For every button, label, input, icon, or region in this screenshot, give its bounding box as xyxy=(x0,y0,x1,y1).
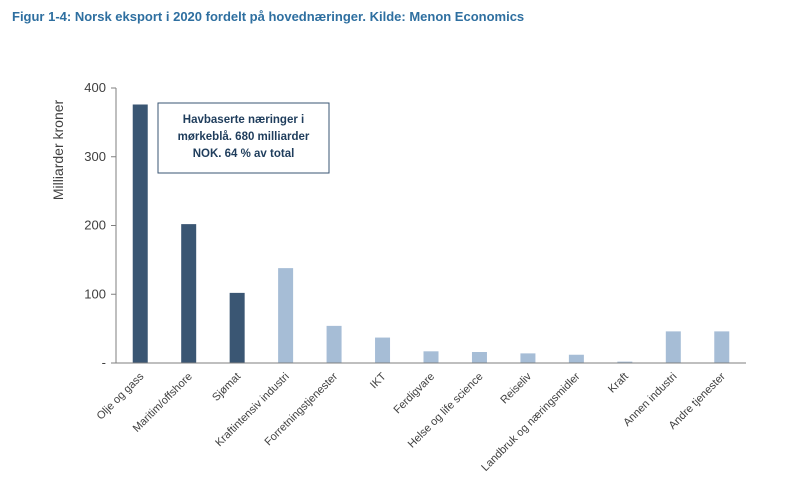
bars xyxy=(132,104,730,363)
x-tick-label: Olje og gass xyxy=(95,370,147,422)
y-tick-label: - xyxy=(102,355,106,370)
bar-2 xyxy=(229,292,245,363)
bar-3 xyxy=(278,268,294,363)
bar-9 xyxy=(568,354,584,363)
x-tick-label: IKT xyxy=(368,370,389,391)
bar-6 xyxy=(423,351,439,363)
y-tick-label: 100 xyxy=(84,286,106,301)
x-tick-label: Sjømat xyxy=(210,371,243,404)
x-tick-label: Kraft xyxy=(606,371,631,396)
bar-8 xyxy=(520,353,536,363)
bar-10 xyxy=(617,361,633,363)
bar-12 xyxy=(714,331,730,363)
bar-11 xyxy=(665,331,681,363)
figure-title: Figur 1-4: Norsk eksport i 2020 fordelt … xyxy=(12,9,525,24)
bar-4 xyxy=(326,325,342,363)
y-tick-label: 400 xyxy=(84,80,106,95)
bar-1 xyxy=(181,224,197,363)
x-tick-label: Landbruk og næringsmidler xyxy=(479,370,582,473)
y-axis-label: Milliarder kroner xyxy=(50,99,66,200)
annotation-box: Havbaserte næringer i mørkeblå. 680 milli… xyxy=(157,102,330,174)
x-tick-label: Ferdigvare xyxy=(391,371,437,417)
bar-5 xyxy=(375,337,391,363)
annotation-border xyxy=(157,102,330,174)
bar-0 xyxy=(132,104,148,363)
bar-7 xyxy=(471,352,487,363)
annotation-line: Havbaserte næringer i xyxy=(183,114,304,126)
x-tick-label: Reiseliv xyxy=(498,370,534,406)
y-axis: - 100 200 300 400 Milliarder kroner xyxy=(50,80,117,370)
y-tick-label: 200 xyxy=(84,218,106,233)
annotation-line: mørkeblå. 680 milliarder xyxy=(178,131,310,143)
y-tick-label: 300 xyxy=(84,149,106,164)
annotation-line: NOK. 64 % av total xyxy=(193,148,295,160)
